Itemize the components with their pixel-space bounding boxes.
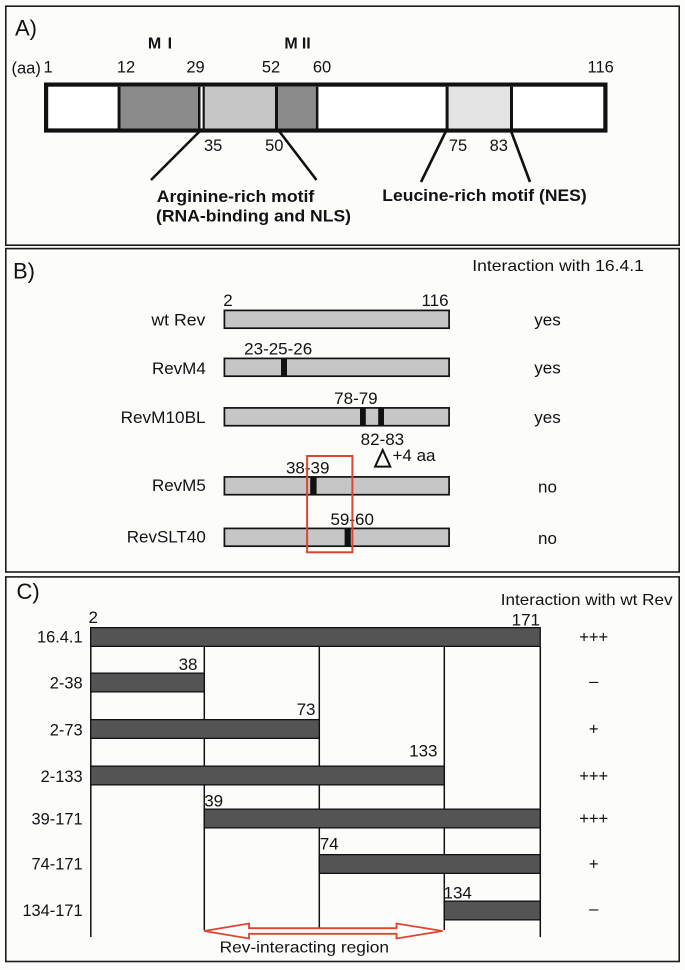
- svg-text:no: no: [538, 477, 557, 496]
- svg-text:RevM10BL: RevM10BL: [121, 408, 206, 427]
- svg-text:wt Rev: wt Rev: [150, 311, 206, 330]
- svg-text:RevM5: RevM5: [152, 476, 206, 495]
- svg-text:73: 73: [297, 700, 316, 719]
- svg-text:2: 2: [89, 608, 98, 627]
- svg-text:74: 74: [320, 834, 339, 853]
- svg-text:Interaction with 16.4.1: Interaction with 16.4.1: [472, 258, 644, 275]
- svg-text:RevSLT40: RevSLT40: [127, 528, 206, 547]
- svg-text:2-38: 2-38: [50, 675, 83, 693]
- svg-text:A): A): [15, 16, 37, 41]
- svg-text:16.4.1: 16.4.1: [37, 629, 83, 647]
- svg-text:171: 171: [512, 611, 540, 630]
- svg-text:2-133: 2-133: [41, 768, 83, 786]
- svg-text:M I: M I: [148, 35, 172, 52]
- svg-text:Interaction with wt Rev: Interaction with wt Rev: [501, 592, 673, 609]
- svg-text:2-73: 2-73: [50, 722, 83, 740]
- svg-text:(aa): (aa): [12, 60, 41, 78]
- svg-text:39: 39: [204, 792, 223, 811]
- svg-text:+++: +++: [579, 629, 608, 647]
- svg-text:50: 50: [265, 137, 283, 155]
- svg-text:+++: +++: [579, 768, 608, 786]
- svg-text:–: –: [589, 900, 599, 918]
- svg-text:60: 60: [313, 59, 331, 77]
- svg-text:83: 83: [490, 137, 508, 155]
- svg-text:39-171: 39-171: [32, 811, 83, 829]
- svg-text:+: +: [589, 721, 599, 739]
- svg-text:2: 2: [223, 291, 232, 310]
- svg-text:35: 35: [204, 137, 222, 155]
- svg-text:+4 aa: +4 aa: [393, 446, 437, 465]
- svg-text:29: 29: [186, 59, 204, 77]
- svg-text:(RNA-binding and NLS): (RNA-binding and NLS): [156, 207, 351, 226]
- svg-text:12: 12: [117, 59, 135, 77]
- svg-text:23-25-26: 23-25-26: [244, 339, 312, 358]
- svg-text:1: 1: [44, 59, 53, 77]
- svg-text:B): B): [13, 259, 35, 284]
- svg-text:82-83: 82-83: [361, 430, 404, 449]
- svg-text:M II: M II: [284, 35, 310, 52]
- svg-text:no: no: [538, 529, 557, 548]
- svg-text:134-171: 134-171: [22, 902, 82, 920]
- svg-text:116: 116: [588, 59, 614, 77]
- svg-text:–: –: [589, 673, 599, 691]
- svg-text:yes: yes: [534, 408, 560, 427]
- svg-text:yes: yes: [534, 359, 560, 378]
- svg-text:52: 52: [262, 59, 280, 77]
- svg-text:75: 75: [449, 137, 467, 155]
- svg-text:133: 133: [409, 742, 437, 761]
- svg-text:74-171: 74-171: [32, 856, 83, 874]
- svg-text:Rev-interacting region: Rev-interacting region: [220, 940, 389, 957]
- svg-text:134: 134: [444, 883, 472, 902]
- svg-text:Arginine-rich motif: Arginine-rich motif: [157, 187, 315, 206]
- svg-text:38: 38: [179, 655, 198, 674]
- svg-text:C): C): [17, 579, 40, 604]
- svg-text:+: +: [589, 856, 599, 874]
- svg-text:+++: +++: [579, 810, 608, 828]
- svg-text:116: 116: [421, 291, 448, 310]
- svg-text:Leucine-rich motif (NES): Leucine-rich motif (NES): [382, 186, 586, 205]
- svg-text:RevM4: RevM4: [152, 359, 206, 378]
- svg-text:78-79: 78-79: [334, 389, 377, 408]
- svg-text:yes: yes: [534, 310, 560, 329]
